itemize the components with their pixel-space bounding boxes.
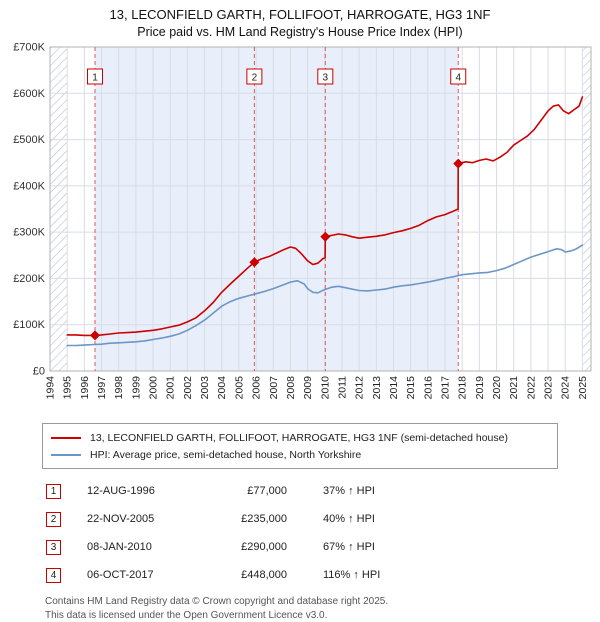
- sale-hpi-diff: 37% ↑ HPI: [323, 485, 375, 497]
- svg-text:2004: 2004: [216, 376, 228, 400]
- red-line-swatch: [51, 437, 81, 439]
- svg-text:2021: 2021: [508, 376, 520, 400]
- sales-table: 1 12-AUG-1996 £77,000 37% ↑ HPI 2 22-NOV…: [0, 477, 600, 589]
- svg-text:£100K: £100K: [13, 319, 45, 331]
- sale-date: 06-OCT-2017: [87, 569, 195, 581]
- svg-text:£400K: £400K: [13, 180, 45, 192]
- sale-hpi-diff: 40% ↑ HPI: [323, 513, 375, 525]
- svg-text:2020: 2020: [491, 376, 503, 400]
- sale-number-badge: 4: [46, 568, 61, 583]
- legend-item-hpi: HPI: Average price, semi-detached house,…: [51, 446, 549, 463]
- legend-label-property: 13, LECONFIELD GARTH, FOLLIFOOT, HARROGA…: [90, 432, 508, 444]
- svg-text:2013: 2013: [371, 376, 383, 400]
- svg-text:£300K: £300K: [13, 227, 45, 239]
- svg-text:2010: 2010: [319, 376, 331, 400]
- sale-price: £235,000: [195, 513, 287, 525]
- sale-date: 12-AUG-1996: [87, 485, 195, 497]
- sale-number-badge: 1: [46, 484, 61, 499]
- svg-text:2016: 2016: [422, 376, 434, 400]
- svg-text:£600K: £600K: [13, 88, 45, 100]
- svg-text:2001: 2001: [165, 376, 177, 400]
- sale-row-2: 2 22-NOV-2005 £235,000 40% ↑ HPI: [0, 505, 600, 533]
- sale-date: 22-NOV-2005: [87, 513, 195, 525]
- svg-text:1: 1: [92, 73, 98, 84]
- svg-text:2009: 2009: [302, 376, 314, 400]
- svg-text:2024: 2024: [560, 376, 572, 400]
- svg-text:2008: 2008: [285, 376, 297, 400]
- sale-hpi-diff: 67% ↑ HPI: [323, 541, 375, 553]
- page-title: 13, LECONFIELD GARTH, FOLLIFOOT, HARROGA…: [0, 7, 600, 22]
- sale-price: £448,000: [195, 569, 287, 581]
- svg-text:2017: 2017: [440, 376, 452, 400]
- svg-text:£700K: £700K: [13, 42, 45, 54]
- sale-row-3: 3 08-JAN-2010 £290,000 67% ↑ HPI: [0, 533, 600, 561]
- footer-license: Contains HM Land Registry data © Crown c…: [45, 595, 600, 622]
- svg-text:2011: 2011: [336, 376, 348, 399]
- sale-price: £290,000: [195, 541, 287, 553]
- sale-number-badge: 2: [46, 512, 61, 527]
- sale-number-badge: 3: [46, 540, 61, 555]
- svg-text:1997: 1997: [96, 376, 108, 400]
- svg-text:1999: 1999: [130, 376, 142, 400]
- svg-text:2015: 2015: [405, 376, 417, 400]
- sale-row-1: 1 12-AUG-1996 £77,000 37% ↑ HPI: [0, 477, 600, 505]
- svg-text:4: 4: [455, 73, 461, 84]
- legend-label-hpi: HPI: Average price, semi-detached house,…: [90, 449, 361, 461]
- svg-text:2007: 2007: [268, 376, 280, 400]
- svg-text:3: 3: [323, 73, 329, 84]
- svg-text:2000: 2000: [148, 376, 160, 400]
- chart-header: 13, LECONFIELD GARTH, FOLLIFOOT, HARROGA…: [0, 0, 600, 39]
- svg-text:2012: 2012: [354, 376, 366, 400]
- svg-text:1998: 1998: [113, 376, 125, 400]
- svg-text:2003: 2003: [199, 376, 211, 400]
- chart-legend: 13, LECONFIELD GARTH, FOLLIFOOT, HARROGA…: [42, 423, 558, 469]
- svg-text:2022: 2022: [525, 376, 537, 400]
- svg-text:£500K: £500K: [13, 134, 45, 146]
- sale-date: 08-JAN-2010: [87, 541, 195, 553]
- svg-text:1995: 1995: [62, 376, 74, 400]
- svg-text:2005: 2005: [233, 376, 245, 400]
- footer-copyright-line: Contains HM Land Registry data © Crown c…: [45, 595, 600, 609]
- svg-text:1996: 1996: [79, 376, 91, 400]
- svg-text:£0: £0: [33, 366, 45, 378]
- svg-text:2025: 2025: [577, 376, 589, 400]
- sale-hpi-diff: 116% ↑ HPI: [323, 569, 380, 581]
- svg-text:2002: 2002: [182, 376, 194, 400]
- svg-text:1994: 1994: [45, 376, 57, 400]
- svg-text:2023: 2023: [543, 376, 555, 400]
- page-subtitle: Price paid vs. HM Land Registry's House …: [0, 25, 600, 39]
- blue-line-swatch: [51, 454, 81, 456]
- sale-price: £77,000: [195, 485, 287, 497]
- sale-row-4: 4 06-OCT-2017 £448,000 116% ↑ HPI: [0, 561, 600, 589]
- legend-item-property: 13, LECONFIELD GARTH, FOLLIFOOT, HARROGA…: [51, 429, 549, 446]
- price-chart: £0 £100K £200K £300K £400K £500K £600K £700K 199…: [0, 39, 600, 421]
- svg-text:£200K: £200K: [13, 273, 45, 285]
- svg-text:2014: 2014: [388, 376, 400, 400]
- svg-text:2: 2: [252, 73, 258, 84]
- svg-text:2018: 2018: [457, 376, 469, 400]
- svg-text:2006: 2006: [251, 376, 263, 400]
- svg-text:2019: 2019: [474, 376, 486, 400]
